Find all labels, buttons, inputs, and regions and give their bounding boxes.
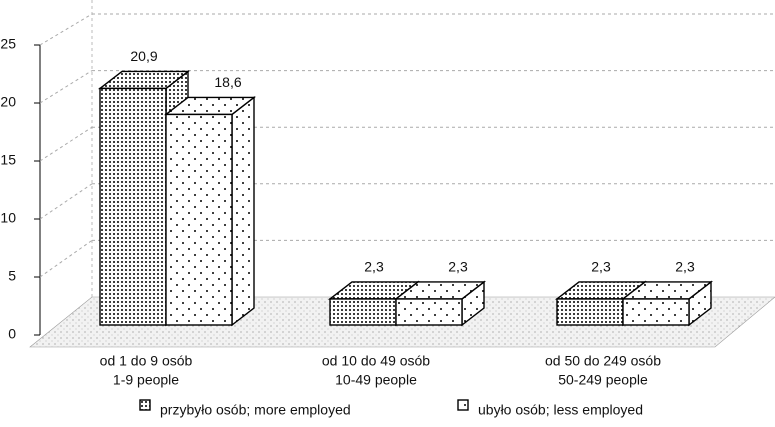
bar <box>99 87 167 326</box>
grid-line <box>39 13 93 46</box>
y-tick-label: 20 <box>0 94 16 110</box>
bar <box>556 298 624 326</box>
y-tick-label: 0 <box>8 326 16 342</box>
data-label: 2,3 <box>675 259 695 275</box>
bar <box>165 113 233 326</box>
bar-side <box>231 96 255 327</box>
bar <box>395 298 463 326</box>
x-tick-label: 1-9 people <box>113 372 179 388</box>
y-tick-label: 5 <box>8 268 16 284</box>
x-tick-label: 50-249 people <box>558 372 648 388</box>
x-tick-label: od 50 do 249 osób <box>545 353 661 369</box>
x-tick-label: od 10 do 49 osób <box>322 353 430 369</box>
legend-swatch <box>457 399 469 411</box>
legend-label: ubyło osób; less employed <box>478 402 643 418</box>
y-tick-label: 10 <box>0 210 16 226</box>
data-label: 2,3 <box>591 259 611 275</box>
data-label: 2,3 <box>364 259 384 275</box>
legend-label: przybyło osób; more employed <box>160 402 351 418</box>
x-tick-label: 10-49 people <box>335 372 417 388</box>
data-label: 20,9 <box>130 48 157 64</box>
x-tick-label: od 1 do 9 osób <box>100 353 193 369</box>
y-tick-label: 15 <box>0 152 16 168</box>
bar <box>329 298 397 326</box>
grid-line <box>39 70 93 104</box>
data-label: 2,3 <box>448 259 468 275</box>
legend-swatch <box>139 399 151 411</box>
data-label: 18,6 <box>214 74 241 90</box>
y-tick-label: 25 <box>0 36 16 52</box>
grid-line <box>39 126 93 162</box>
bar <box>622 298 690 326</box>
grid-line <box>39 183 93 220</box>
grid-line <box>39 239 93 278</box>
